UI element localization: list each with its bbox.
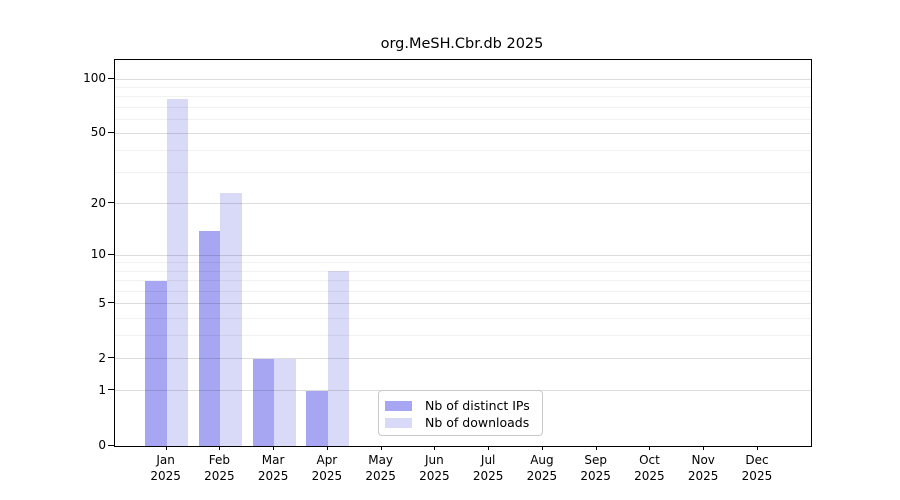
- minor-gridline-60: [115, 118, 811, 120]
- y-tick-20: [108, 202, 114, 204]
- y-tick-100: [108, 77, 114, 79]
- y-tick-label-10: 10: [90, 247, 106, 262]
- minor-gridline-9: [115, 262, 811, 264]
- minor-gridline-40: [115, 150, 811, 152]
- bar-downloads-feb: [220, 193, 242, 446]
- major-gridline-50: [115, 132, 811, 134]
- legend-item-distinct-ips: Nb of distinct IPs: [385, 397, 534, 414]
- x-tick-dec: [756, 446, 758, 450]
- x-tick-may: [380, 446, 382, 450]
- bar-distinct-ips-mar: [252, 358, 275, 446]
- bar-distinct-ips-feb: [198, 230, 221, 446]
- x-tick-label-may: May 2025: [365, 453, 396, 483]
- bar-downloads-jan: [166, 98, 189, 446]
- y-tick-50: [108, 131, 114, 133]
- bar-downloads-apr: [327, 271, 350, 446]
- bar-distinct-ips-jan: [145, 280, 167, 446]
- legend: Nb of distinct IPs Nb of downloads: [378, 390, 543, 436]
- minor-gridline-90: [115, 86, 811, 88]
- x-tick-jul: [488, 446, 490, 450]
- y-tick-label-0: 0: [98, 438, 106, 452]
- minor-gridline-4: [115, 317, 811, 319]
- x-tick-apr: [326, 446, 328, 450]
- y-tick-5: [108, 302, 114, 304]
- x-tick-label-jan: Jan 2025: [150, 453, 181, 483]
- bar-distinct-ips-apr: [306, 390, 328, 446]
- y-tick-label-2: 2: [98, 350, 106, 365]
- x-tick-label-oct: Oct 2025: [634, 453, 665, 483]
- x-tick-aug: [541, 446, 543, 450]
- x-tick-label-apr: Apr 2025: [311, 453, 343, 483]
- major-gridline-2: [115, 358, 811, 360]
- x-tick-label-aug: Aug 2025: [526, 453, 558, 483]
- major-gridline-20: [115, 203, 811, 205]
- major-gridline-100: [115, 78, 811, 80]
- x-tick-jan: [165, 446, 167, 450]
- x-tick-sep: [595, 446, 597, 450]
- legend-swatch-distinct-ips: [385, 400, 412, 411]
- bar-downloads-mar: [274, 358, 296, 446]
- minor-gridline-6: [115, 290, 811, 292]
- legend-label-downloads: Nb of downloads: [425, 415, 530, 430]
- x-tick-label-jul: Jul 2025: [472, 453, 504, 483]
- y-tick-label-1: 1: [98, 382, 106, 397]
- y-tick-1: [108, 389, 114, 391]
- legend-swatch-downloads: [385, 417, 412, 428]
- minor-gridline-80: [115, 96, 811, 98]
- chart-title: org.MeSH.Cbr.db 2025: [380, 36, 544, 52]
- minor-gridline-3: [115, 335, 811, 337]
- x-tick-jun: [434, 446, 436, 450]
- y-tick-label-50: 50: [90, 125, 106, 140]
- x-tick-label-nov: Nov 2025: [687, 453, 719, 483]
- x-tick-nov: [703, 446, 705, 450]
- y-tick-0: [108, 444, 114, 446]
- x-tick-label-jun: Jun 2025: [419, 453, 450, 483]
- minor-gridline-7: [115, 280, 811, 282]
- x-tick-label-feb: Feb 2025: [204, 453, 235, 483]
- plot-area: [114, 59, 812, 447]
- y-tick-10: [108, 253, 114, 255]
- minor-gridline-8: [115, 270, 811, 272]
- y-tick-2: [108, 357, 114, 359]
- legend-item-downloads: Nb of downloads: [385, 414, 534, 431]
- x-tick-label-sep: Sep 2025: [580, 453, 611, 483]
- major-gridline-10: [115, 254, 811, 256]
- legend-label-distinct-ips: Nb of distinct IPs: [425, 398, 530, 413]
- major-gridline-5: [115, 303, 811, 305]
- y-tick-label-20: 20: [90, 195, 106, 210]
- x-tick-label-mar: Mar 2025: [257, 453, 289, 483]
- y-tick-label-5: 5: [98, 295, 106, 310]
- minor-gridline-30: [115, 172, 811, 174]
- x-tick-oct: [649, 446, 651, 450]
- x-tick-mar: [273, 446, 275, 450]
- y-tick-label-100: 100: [83, 71, 106, 85]
- x-tick-label-dec: Dec 2025: [741, 453, 773, 483]
- minor-gridline-70: [115, 106, 811, 108]
- x-tick-feb: [219, 446, 221, 450]
